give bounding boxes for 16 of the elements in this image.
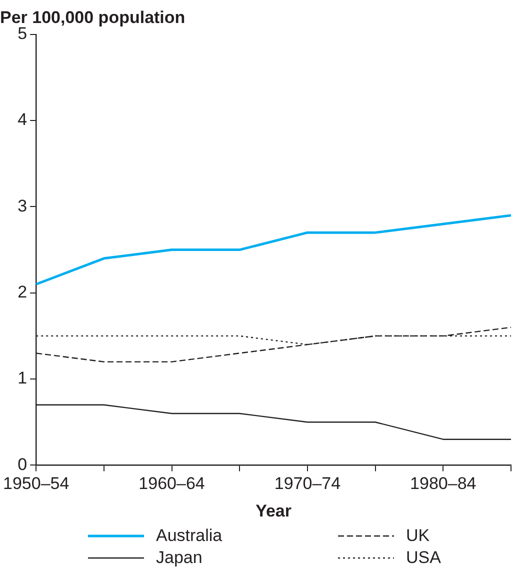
legend-label: Australia xyxy=(156,526,222,546)
x-tick-label: 1960–64 xyxy=(138,474,205,494)
x-axis-title: Year xyxy=(256,501,292,520)
y-tick-label: 1 xyxy=(18,368,28,388)
y-tick-label: 4 xyxy=(18,110,28,130)
y-tick-label: 2 xyxy=(18,282,28,302)
x-tick-label: 1980–84 xyxy=(410,474,476,494)
y-axis-title: Per 100,000 population xyxy=(0,8,186,27)
y-tick-label: 0 xyxy=(18,454,28,474)
y-tick-label: 3 xyxy=(18,196,28,216)
legend-label: USA xyxy=(406,548,441,568)
legend-label: Japan xyxy=(156,548,202,568)
x-tick-label: 1970–74 xyxy=(274,474,341,494)
legend-label: UK xyxy=(406,526,430,546)
y-tick-label: 5 xyxy=(18,24,28,44)
x-tick-label: 1950–54 xyxy=(2,474,70,494)
